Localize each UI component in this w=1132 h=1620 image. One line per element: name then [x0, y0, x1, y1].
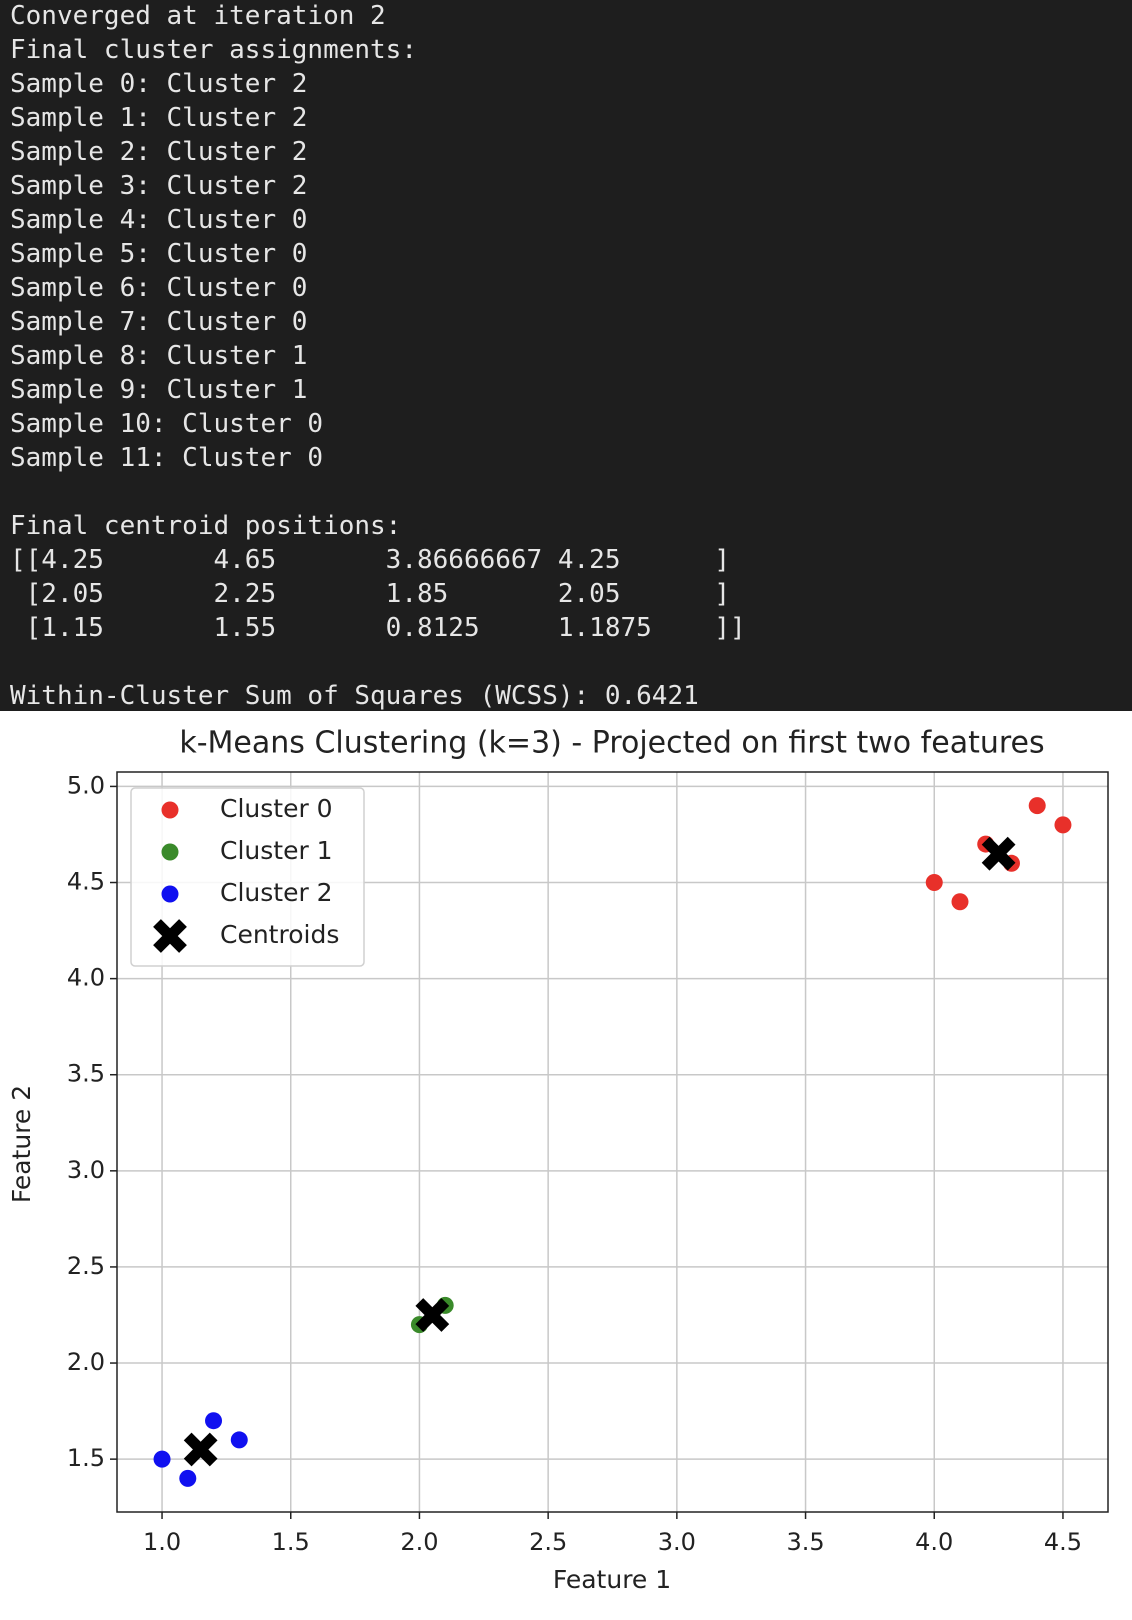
console-output: Converged at iteration 2 Final cluster as… [0, 0, 1132, 711]
point [230, 1431, 248, 1449]
x-tick-label: 3.5 [786, 1528, 824, 1556]
output-line: [2.05 2.25 1.85 2.05 ] [10, 579, 731, 609]
output-line: Final cluster assignments: [10, 35, 417, 65]
output-line: Sample 4: Cluster 0 [10, 205, 308, 235]
legend-label: Cluster 0 [220, 794, 333, 823]
y-tick-label: 5.0 [67, 771, 105, 799]
x-tick-label: 2.5 [529, 1528, 567, 1556]
legend-marker [161, 885, 179, 903]
output-line: Sample 10: Cluster 0 [10, 409, 324, 439]
output-line: [1.15 1.55 0.8125 1.1875 ]] [10, 613, 746, 643]
x-tick-label: 3.0 [658, 1528, 696, 1556]
y-tick-label: 4.5 [67, 868, 105, 896]
x-tick-label: 4.5 [1044, 1528, 1082, 1556]
y-axis-label: Feature 2 [7, 1085, 36, 1203]
centroid [183, 1432, 218, 1467]
x-tick-label: 1.0 [143, 1528, 181, 1556]
output-line: Final centroid positions: [10, 511, 402, 541]
point [1028, 797, 1046, 815]
legend-label: Centroids [220, 920, 339, 949]
y-tick-label: 3.0 [67, 1156, 105, 1184]
legend-label: Cluster 2 [220, 878, 333, 907]
legend-label: Cluster 1 [220, 836, 333, 865]
x-marker-stroke [415, 1298, 450, 1332]
y-tick-label: 2.5 [67, 1252, 105, 1280]
x-marker-stroke [183, 1432, 218, 1467]
y-tick-label: 2.0 [67, 1348, 105, 1376]
legend-marker [153, 919, 187, 953]
output-line: Within-Cluster Sum of Squares (WCSS): 0.… [10, 681, 699, 711]
y-tick-label: 4.0 [67, 964, 105, 992]
output-line: Sample 8: Cluster 1 [10, 341, 308, 371]
x-marker-stroke [153, 919, 187, 953]
output-block: Final centroid positions: [[4.25 4.65 3.8… [10, 510, 1132, 646]
output-line: [[4.25 4.65 3.86666667 4.25 ] [10, 545, 731, 575]
x-tick-label: 2.0 [400, 1528, 438, 1556]
centroid [415, 1298, 450, 1332]
output-line: Converged at iteration 2 [10, 1, 386, 31]
chart-title: k-Means Clustering (k=3) - Projected on … [179, 726, 1044, 761]
output-line: Sample 0: Cluster 2 [10, 69, 308, 99]
output-block: Converged at iteration 2 Final cluster as… [10, 0, 1132, 476]
legend-marker [161, 801, 179, 819]
output-line: Sample 11: Cluster 0 [10, 443, 324, 473]
plot-frame [116, 771, 1109, 1513]
point [179, 1469, 197, 1487]
y-tick-label: 1.5 [67, 1444, 105, 1472]
output-block: Within-Cluster Sum of Squares (WCSS): 0.… [10, 680, 1132, 714]
point [1054, 816, 1072, 834]
chart: k-Means Clustering (k=3) - Projected on … [0, 711, 1132, 1620]
legend-marker [161, 843, 179, 861]
point [205, 1412, 223, 1430]
y-tick-label: 3.5 [67, 1060, 105, 1088]
point [951, 893, 969, 911]
centroid [981, 836, 1016, 871]
point [153, 1450, 171, 1468]
x-tick-label: 1.5 [272, 1528, 310, 1556]
output-line: Sample 2: Cluster 2 [10, 137, 308, 167]
output-line: Sample 3: Cluster 2 [10, 171, 308, 201]
legend-box [130, 787, 365, 967]
output-line: Sample 6: Cluster 0 [10, 273, 308, 303]
output-line: Sample 1: Cluster 2 [10, 103, 308, 133]
output-line: Sample 5: Cluster 0 [10, 239, 308, 269]
output-line: Sample 7: Cluster 0 [10, 307, 308, 337]
output-line: Sample 9: Cluster 1 [10, 375, 308, 405]
point [925, 874, 943, 892]
x-axis-label: Feature 1 [553, 1565, 671, 1594]
x-marker-stroke [981, 836, 1016, 871]
x-tick-label: 4.0 [915, 1528, 953, 1556]
